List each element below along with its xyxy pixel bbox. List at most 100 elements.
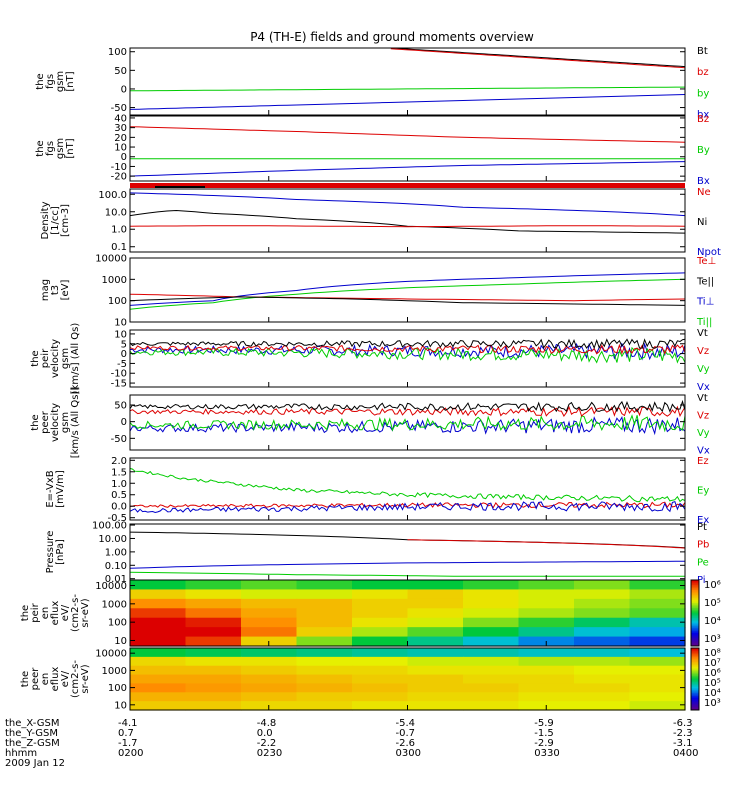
heatmap-cell <box>407 617 464 628</box>
colorbar-segment <box>691 599 699 602</box>
ylabel-line: E=-VxB <box>45 470 56 507</box>
colorbar-segment <box>691 639 699 642</box>
series-line-Bz <box>129 126 686 143</box>
panel-8: 10⁶ 10⁵ 10⁴ 10³ 10000 1000 100 10 thepeireneflux… <box>20 579 721 647</box>
ephemeris-value: -2.3 <box>673 728 693 739</box>
ytick-label: 100 <box>108 296 127 307</box>
ytick-label: 100 <box>108 618 127 629</box>
heatmap-cell <box>130 580 187 591</box>
heatmap-cell <box>518 598 575 609</box>
legend-Vx: Vx <box>697 445 710 456</box>
ylabel-line: (cm2-s- <box>70 594 81 632</box>
ephemeris-value: 0200 <box>118 748 143 759</box>
heatmap-cell <box>241 580 298 591</box>
heatmap-cell <box>296 636 353 647</box>
ytick-label: 100 <box>108 683 127 694</box>
colorbar-segment <box>691 591 699 594</box>
colorbar-segment <box>691 619 699 622</box>
series-line-Bt <box>390 47 686 68</box>
heatmap-cell <box>629 683 686 693</box>
ylabel: thefgsgsm[nT] <box>35 71 76 92</box>
heatmap-cell <box>407 580 464 591</box>
colorbar-segment <box>691 705 699 708</box>
colorbar-segment <box>691 593 699 596</box>
legend-Vt: Vt <box>697 393 708 404</box>
colorbar-segment <box>691 583 699 586</box>
heatmap-cell <box>629 674 686 685</box>
ylabel-line: [nT] <box>65 138 76 158</box>
colorbar-segment <box>691 601 699 604</box>
colorbar-segment <box>691 689 699 692</box>
ephemeris-label: the_X-GSM <box>5 718 59 729</box>
heatmap-cell <box>296 589 353 600</box>
heatmap-cell <box>629 665 686 676</box>
heatmap-cell <box>296 608 353 619</box>
heatmap-cell <box>629 589 686 600</box>
heatmap-cell <box>463 701 520 711</box>
legend-Te⊥: Te⊥ <box>696 256 716 267</box>
legend-Pb: Pb <box>697 540 709 551</box>
legend-Ez: Ez <box>697 456 709 467</box>
panel-frame <box>129 188 686 253</box>
colorbar-frame <box>690 579 700 647</box>
ephemeris-value: -2.9 <box>534 738 554 749</box>
ytick-label: 40 <box>114 113 127 124</box>
colorbar-segment <box>691 660 699 663</box>
heatmap-cell <box>463 608 520 619</box>
ylabel-line: gsm <box>55 138 66 159</box>
heatmap-cell <box>518 617 575 628</box>
heatmap-cell <box>407 683 464 693</box>
ylabel: thepeirvelocitygsm[km/s] (All Qs) <box>30 323 81 395</box>
colorbar-segment <box>691 702 699 705</box>
colorbar-segment <box>691 636 699 639</box>
ytick-label: 100.00 <box>92 521 127 532</box>
colorbar-segment <box>691 611 699 614</box>
heatmap-cell <box>296 656 353 667</box>
heatmap-cell <box>241 589 298 600</box>
ylabel-line: velocity <box>50 403 61 442</box>
heatmap-cell <box>518 627 575 638</box>
series-line-Ti|| <box>129 278 686 310</box>
legend-Vy: Vy <box>697 364 710 375</box>
ephemeris-value: -1.5 <box>534 728 554 739</box>
colorbar-segment <box>691 677 699 680</box>
ylabel: thefgsgsm[nT] <box>35 138 76 159</box>
legend-Bt: Bt <box>697 46 708 57</box>
heatmap-cell <box>241 665 298 676</box>
colorbar-label: 10³ <box>704 698 721 709</box>
ylabel-line: [nT] <box>65 71 76 91</box>
ytick-label: 0.10 <box>105 561 127 572</box>
heatmap-cell <box>352 617 409 628</box>
heatmap-cell <box>130 589 187 600</box>
ylabel-line: [eV] <box>60 280 71 301</box>
ytick-label: 5 <box>121 339 127 350</box>
ylabel-line: eV/ <box>60 670 71 687</box>
series-line-Ez <box>129 501 686 509</box>
colorbar-segment <box>691 621 699 624</box>
ylabel-line: the <box>35 140 46 156</box>
heatmap-cell <box>407 648 464 658</box>
colorbar-segment <box>691 706 699 709</box>
colorbar-segment <box>691 671 699 674</box>
ephemeris-value: -4.1 <box>118 718 138 729</box>
colorbar-segment <box>691 651 699 654</box>
ephemeris-label: hhmm <box>5 748 37 759</box>
ephemeris-value: -0.7 <box>396 728 416 739</box>
heatmap-cell <box>352 683 409 693</box>
series-line-Bx <box>129 161 686 177</box>
black-status-mark <box>155 186 205 188</box>
ylabel: thepeervelocitygsm[km/s (All Qs)] <box>30 387 81 459</box>
heatmap-cell <box>629 656 686 667</box>
colorbar-segment <box>691 613 699 616</box>
heatmap-cell <box>574 683 631 693</box>
heatmap-cell <box>518 683 575 693</box>
colorbar-segment <box>691 584 699 588</box>
heatmap-cell <box>130 648 187 658</box>
heatmap-cell <box>241 608 298 619</box>
colorbar-segment <box>691 617 699 621</box>
colorbar-segment <box>691 644 699 647</box>
heatmap-cell <box>296 580 353 591</box>
colorbar-segment <box>691 692 699 695</box>
colorbar-segment <box>691 697 699 700</box>
